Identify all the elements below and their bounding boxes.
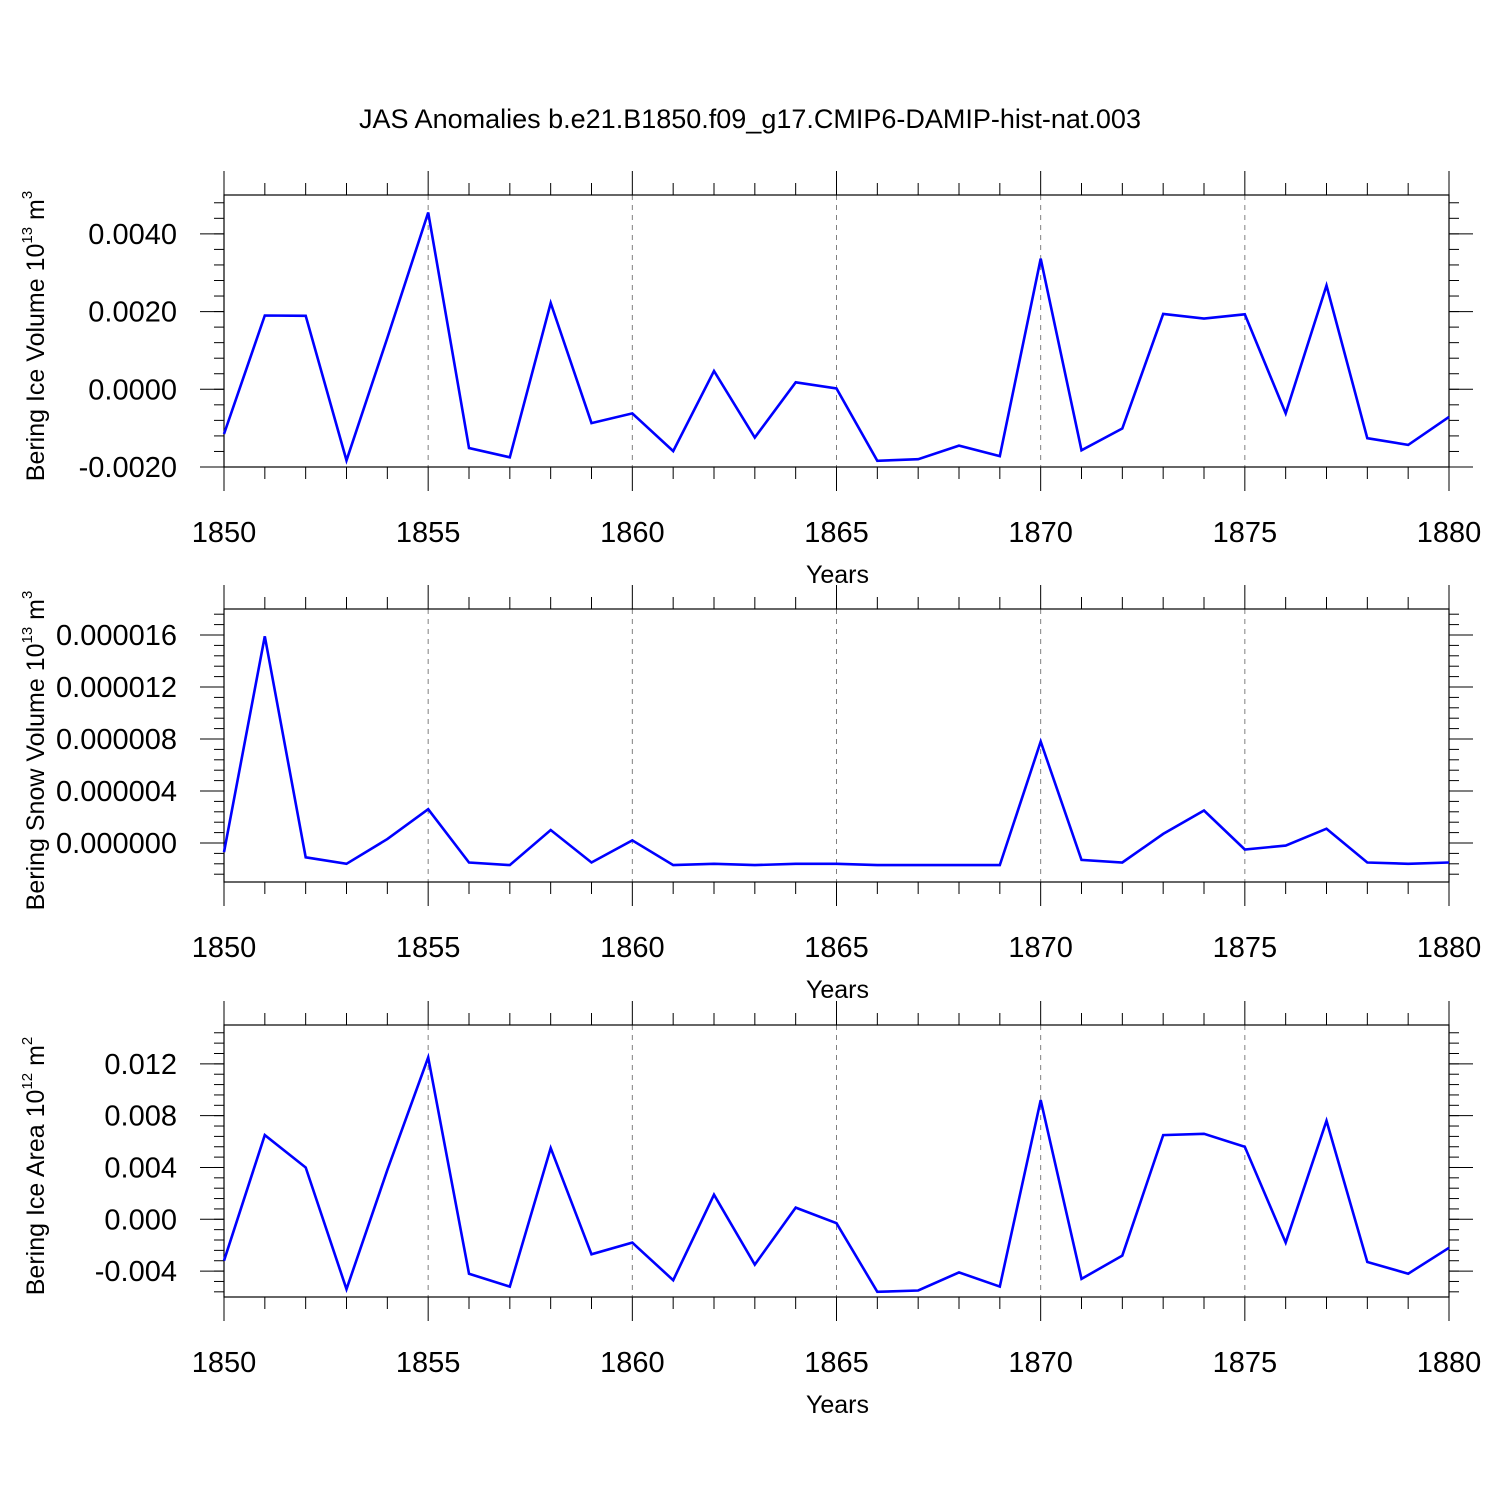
- y-tick-label: 0.008: [104, 1101, 177, 1133]
- y-tick-label: 0.0000: [88, 374, 177, 406]
- y-tick-label: 0.000008: [56, 724, 177, 756]
- x-tick-label: 1875: [1213, 1347, 1278, 1379]
- y-axis-label-text: Bering Ice Volume 10: [22, 244, 50, 482]
- x-tick-label: 1865: [804, 1347, 869, 1379]
- y-axis-label: Bering Ice Area 1012 m2: [19, 1037, 50, 1296]
- y-tick-label: 0.0040: [88, 219, 177, 251]
- chart-panel-ice-area: -0.004 0.000 0.004 0.008 0.012 1850 1855 1860 18…: [19, 1001, 1481, 1419]
- x-tick-label: 1855: [396, 517, 461, 549]
- x-tick-label: 1880: [1417, 1347, 1482, 1379]
- x-axis-label: Years: [806, 1391, 869, 1419]
- x-tick-label: 1850: [192, 1347, 257, 1379]
- y-axis-label-unit: m: [22, 1045, 50, 1073]
- y-axis-label: Bering Ice Volume 1013 m3: [19, 191, 50, 481]
- y-axis-label-unit: m: [22, 599, 50, 627]
- y-axis-label: Bering Snow Volume 1013 m3: [19, 591, 50, 911]
- x-tick-label: 1875: [1213, 932, 1278, 964]
- x-tick-label: 1880: [1417, 932, 1482, 964]
- y-axis-label-exponent: 13: [19, 227, 36, 244]
- x-tick-label: 1865: [804, 517, 869, 549]
- y-axis-label-exponent: 12: [19, 1073, 36, 1090]
- y-axis-label-unit-exponent: 2: [19, 1037, 36, 1045]
- x-tick-label: 1865: [804, 932, 869, 964]
- y-tick-label: 0.000016: [56, 620, 177, 652]
- x-tick-label: 1870: [1008, 517, 1073, 549]
- x-tick-label: 1860: [600, 517, 665, 549]
- series-line: [222, 1052, 1450, 1294]
- y-tick-label: 0.000012: [56, 672, 177, 704]
- figure-title: JAS Anomalies b.e21.B1850.f09_g17.CMIP6-…: [359, 104, 1141, 134]
- y-tick-label: 0.004: [104, 1152, 177, 1184]
- y-tick-label: 0.000000: [56, 828, 177, 860]
- y-axis-label-unit: m: [22, 199, 50, 227]
- x-tick-label: 1860: [600, 1347, 665, 1379]
- y-tick-label: -0.004: [95, 1256, 177, 1288]
- x-tick-label: 1850: [192, 517, 257, 549]
- chart-panel-snow-volume: 0.000000 0.000004 0.000008 0.000012 0.000016…: [19, 585, 1481, 1004]
- y-axis-label-text: Bering Ice Area 10: [22, 1090, 50, 1296]
- y-tick-label: 0.000: [104, 1204, 177, 1236]
- y-axis-label-unit-exponent: 3: [19, 591, 36, 599]
- x-tick-label: 1860: [600, 932, 665, 964]
- x-tick-label: 1855: [396, 1347, 461, 1379]
- x-axis-label: Years: [806, 976, 869, 1004]
- y-tick-label: 0.000004: [56, 776, 177, 808]
- x-axis-label: Years: [806, 561, 869, 589]
- y-axis-label-exponent: 13: [19, 627, 36, 644]
- x-tick-label: 1870: [1008, 1347, 1073, 1379]
- series-line: [222, 212, 1450, 465]
- y-tick-label: -0.0020: [79, 452, 177, 484]
- y-axis-label-text: Bering Snow Volume 10: [22, 643, 50, 910]
- y-tick-label: 0.012: [104, 1049, 177, 1081]
- x-tick-label: 1880: [1417, 517, 1482, 549]
- y-axis-label-unit-exponent: 3: [19, 191, 36, 199]
- chart-panel-ice-volume: -0.0020 0.0000 0.0020 0.0040 1850 1855 1860 186…: [19, 171, 1481, 589]
- x-tick-label: 1855: [396, 932, 461, 964]
- y-tick-label: 0.0020: [88, 297, 177, 329]
- x-tick-label: 1850: [192, 932, 257, 964]
- x-tick-label: 1875: [1213, 517, 1278, 549]
- x-tick-label: 1870: [1008, 932, 1073, 964]
- series-line: [222, 636, 1450, 867]
